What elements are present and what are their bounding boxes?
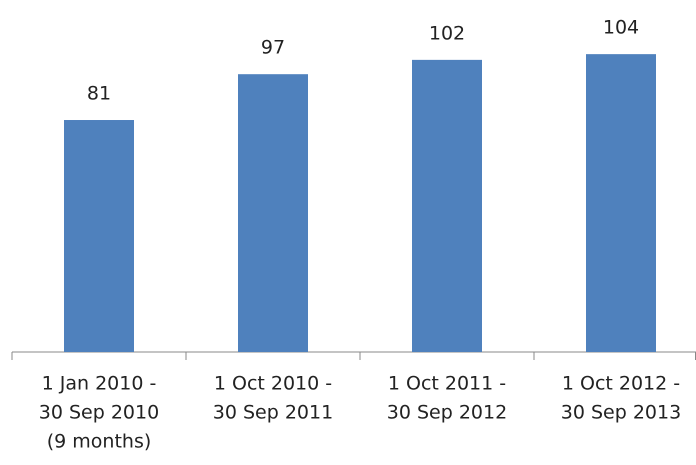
bar [586, 54, 656, 352]
value-label: 81 [87, 83, 111, 105]
value-label: 102 [429, 22, 465, 44]
bar [238, 74, 308, 352]
x-tick-label: 30 Sep 2012 [387, 402, 507, 424]
value-label: 104 [603, 17, 639, 39]
value-label: 97 [261, 37, 285, 59]
x-tick-label: (9 months) [47, 431, 152, 453]
x-tick-label: 1 Oct 2012 - [562, 373, 680, 395]
bar [64, 120, 134, 353]
x-tick-label: 30 Sep 2011 [213, 402, 333, 424]
bar [412, 59, 482, 352]
x-tick-label: 30 Sep 2013 [561, 402, 681, 424]
x-tick-label: 30 Sep 2010 [39, 402, 159, 424]
x-tick-label: 1 Jan 2010 - [42, 373, 157, 395]
x-tick-label: 1 Oct 2010 - [214, 373, 332, 395]
x-tick-label: 1 Oct 2011 - [388, 373, 506, 395]
